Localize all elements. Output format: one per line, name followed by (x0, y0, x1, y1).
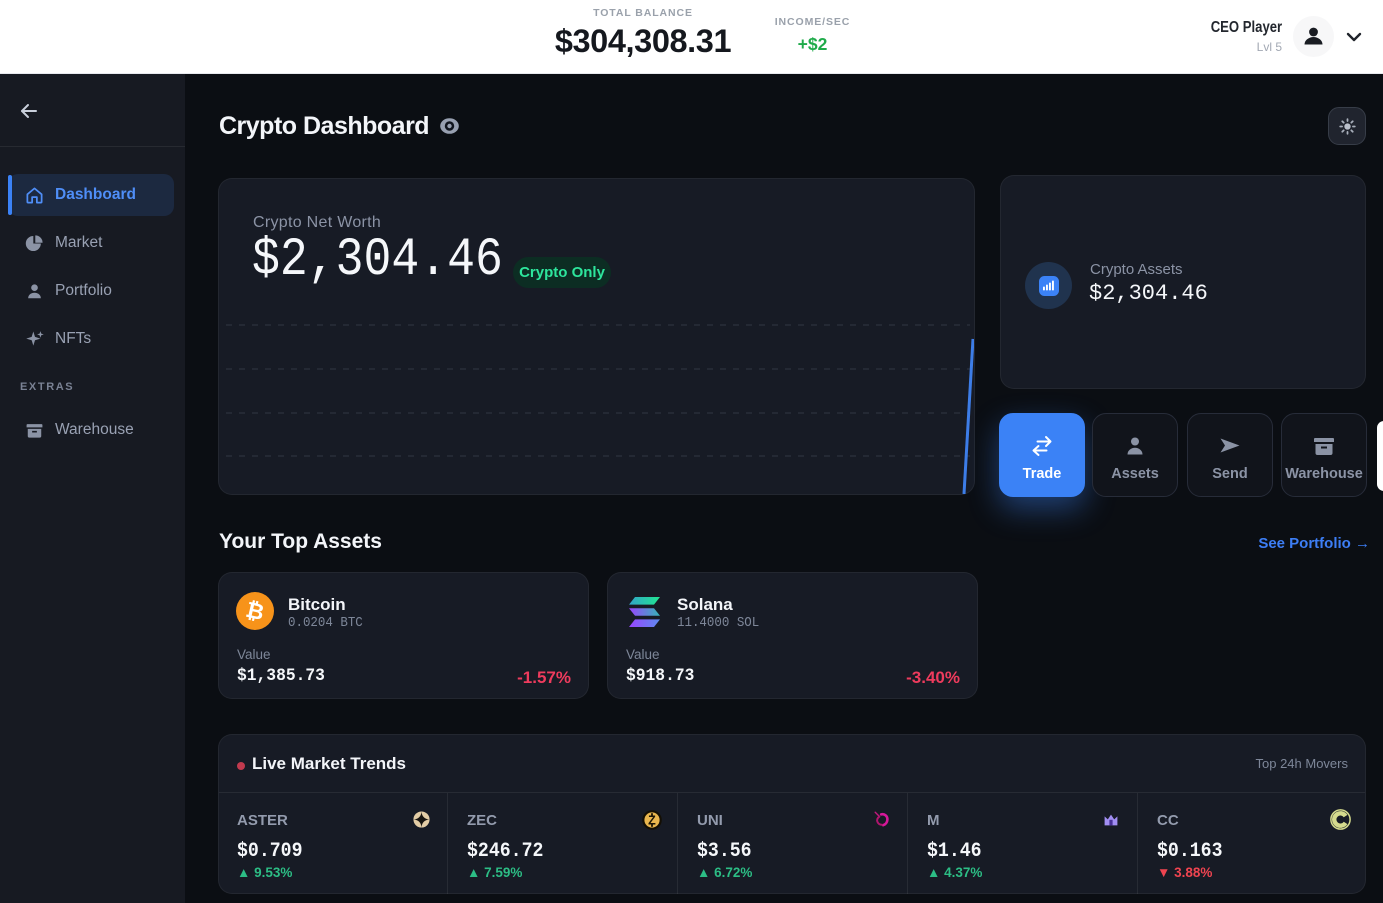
svg-text:₿: ₿ (243, 597, 266, 625)
svg-text:Z: Z (648, 814, 656, 828)
